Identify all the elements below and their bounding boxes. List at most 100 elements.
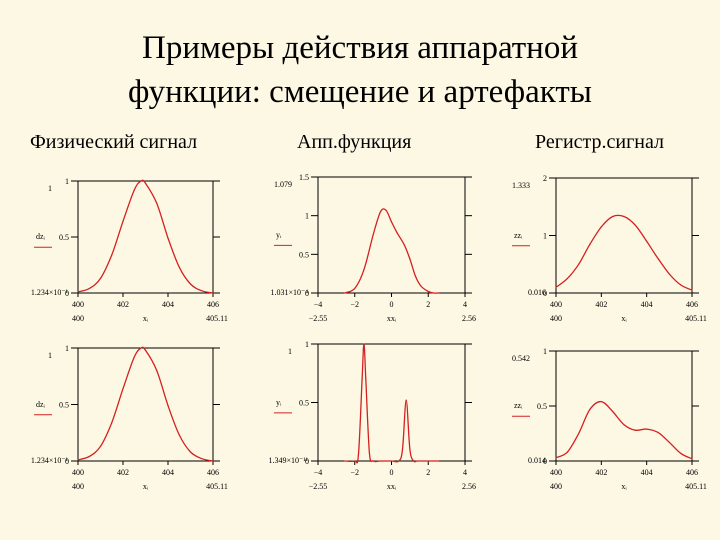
y-range-min: 0.016 [528, 288, 546, 297]
data-point [140, 180, 142, 182]
data-point [99, 445, 102, 447]
x-tick-label: 4 [463, 300, 467, 309]
data-point [344, 292, 346, 294]
x-range-max: 405.11 [206, 482, 228, 491]
data-point [133, 356, 135, 358]
data-point [623, 424, 625, 426]
data-point [133, 189, 135, 191]
y-range-min: 1.349×10⁻¹¹ [268, 456, 308, 465]
y-tick-label: 1 [65, 177, 69, 186]
plot-frame [77, 180, 214, 294]
data-point [555, 286, 557, 288]
y-axis-label: yᵢ [276, 398, 282, 407]
x-range-max: 405.11 [206, 314, 228, 323]
data-point [424, 460, 426, 462]
data-point [420, 285, 422, 287]
x-tick-label: 406 [686, 468, 698, 477]
x-axis-label: xᵢ [621, 314, 627, 323]
x-tick-label: 404 [641, 300, 653, 309]
data-point [612, 410, 614, 413]
plot-frame [77, 347, 214, 462]
x-tick-label: 404 [162, 468, 174, 477]
x-tick-label: 400 [550, 468, 562, 477]
series-line [555, 400, 693, 460]
y-tick-label: 2 [543, 174, 547, 183]
data-point [363, 269, 365, 271]
data-point [189, 283, 192, 285]
data-point [77, 459, 79, 461]
y-tick-label: 1 [305, 212, 309, 221]
data-point [156, 202, 158, 204]
data-point [372, 460, 374, 462]
y-tick-label: 0 [305, 457, 309, 466]
data-point [379, 211, 382, 213]
data-point [668, 441, 670, 443]
x-tick-label: 400 [72, 468, 84, 477]
y-axis-label: dzᵢ [36, 400, 46, 409]
data-point [623, 215, 625, 218]
y-range-max: 1.079 [274, 180, 292, 189]
y-range-max: 1 [48, 184, 52, 193]
data-point [361, 378, 363, 380]
data-point [111, 254, 113, 256]
y-tick-label: 0.5 [299, 399, 309, 408]
data-point [413, 460, 415, 462]
x-tick-label: 2 [426, 300, 430, 309]
data-point [212, 460, 214, 462]
data-point [657, 257, 659, 260]
x-tick-label: 402 [595, 468, 607, 477]
data-point [212, 292, 214, 294]
x-axis-label: xᵢ [621, 482, 627, 491]
data-point [589, 243, 591, 245]
y-tick-label: 0.5 [537, 402, 547, 411]
data-point [600, 226, 602, 228]
data-point [657, 431, 659, 433]
x-range-max: 2.56 [462, 314, 476, 323]
data-point [77, 291, 79, 293]
x-tick-label: −2 [350, 468, 359, 477]
data-point [365, 378, 367, 380]
x-tick-label: 400 [550, 300, 562, 309]
y-tick-label: 0 [543, 289, 547, 298]
series-line [77, 346, 214, 462]
y-range-min: 1.234×10⁻¹ [31, 288, 69, 297]
x-axis-label: xᵢ [143, 314, 149, 323]
y-tick-label: 0 [543, 457, 547, 466]
y-tick-label: 0 [305, 289, 309, 298]
data-point [398, 460, 400, 462]
title-line-1: Примеры действия аппаратной [142, 30, 578, 66]
y-axis-label: zzᵢ [514, 401, 523, 410]
data-point [427, 290, 429, 293]
data-point [634, 429, 636, 431]
y-axis-label: zzᵢ [514, 231, 523, 240]
x-tick-label: −4 [314, 468, 323, 477]
data-point [122, 388, 124, 390]
data-point [363, 343, 365, 345]
data-point [167, 405, 169, 407]
data-point [566, 451, 568, 453]
data-point [403, 244, 405, 246]
data-point [390, 460, 393, 462]
y-tick-label: 1.5 [299, 173, 309, 182]
data-point [691, 458, 693, 460]
data-point [589, 408, 591, 410]
x-range-min: 400 [550, 482, 562, 491]
data-point [578, 432, 580, 435]
data-point [144, 349, 147, 351]
data-point [600, 401, 602, 403]
x-range-min: 400 [550, 314, 562, 323]
data-point [612, 215, 614, 218]
y-axis-label: dzᵢ [36, 232, 46, 241]
series-line [555, 214, 693, 291]
x-tick-label: 0 [390, 468, 394, 477]
y-range-max: 0.542 [512, 354, 530, 363]
x-axis-label: xᵢ [143, 482, 149, 491]
x-axis-label: xxᵢ [387, 482, 397, 491]
x-tick-label: 400 [72, 300, 84, 309]
data-point [691, 289, 693, 291]
x-tick-label: −2 [350, 300, 359, 309]
data-point [416, 460, 418, 462]
y-range-min: 0.014 [528, 456, 546, 465]
data-point [354, 460, 356, 462]
column-heading-registered: Регистр.сигнал [535, 131, 665, 153]
